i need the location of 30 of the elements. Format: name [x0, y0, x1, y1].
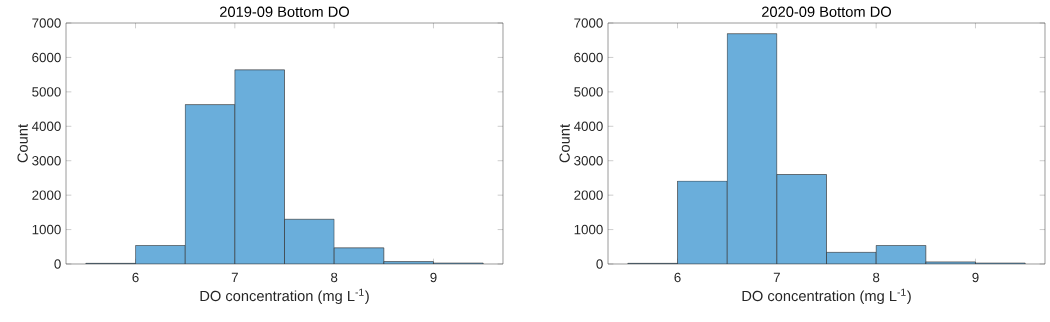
chart-title: 2020-09 Bottom DO — [762, 6, 891, 17]
y-tick-label: 5000 — [32, 87, 61, 97]
y-tick-label: 6000 — [574, 52, 603, 63]
x-tick-label: 7 — [231, 272, 238, 282]
y-tick-label: 4000 — [31, 121, 61, 131]
chart-title: 2019-09 Bottom DO — [220, 6, 349, 17]
y-tick-label: 3000 — [574, 156, 603, 166]
y-tick-label: 7000 — [32, 18, 61, 28]
y-tick-label: 7000 — [574, 18, 603, 28]
x-axis-title: DO concentration (mg L$^{-1}$) — [200, 288, 369, 305]
y-tick-label: 0 — [596, 259, 603, 269]
y-tick-label: 3000 — [32, 156, 61, 166]
y-axis-title: Count — [559, 124, 570, 163]
y-axis-title: Count — [17, 124, 28, 163]
x-tick-label: 9 — [972, 272, 979, 283]
x-tick-label: 8 — [331, 272, 338, 283]
x-tick-label: 6 — [132, 272, 139, 283]
y-tick-label: 0 — [54, 259, 61, 269]
y-tick-label: 4000 — [573, 121, 603, 131]
y-tick-label: 1000 — [574, 224, 603, 235]
y-tick-label: 2000 — [574, 190, 603, 200]
y-tick-label: 5000 — [574, 87, 603, 97]
x-tick-label: 8 — [873, 272, 880, 283]
y-tick-label: 6000 — [32, 52, 61, 63]
x-tick-label: 6 — [674, 272, 681, 283]
y-tick-label: 1000 — [32, 224, 61, 235]
y-tick-label: 2000 — [32, 190, 61, 200]
x-tick-label: 7 — [773, 272, 780, 282]
x-axis-title: DO concentration (mg L$^{-1}$) — [742, 288, 911, 305]
x-tick-label: 9 — [430, 272, 437, 283]
